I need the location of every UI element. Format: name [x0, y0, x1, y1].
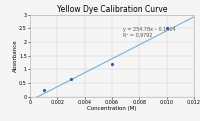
- X-axis label: Concentration (M): Concentration (M): [87, 106, 137, 111]
- Point: [110, 63, 114, 65]
- Point: [165, 27, 168, 29]
- Point: [69, 78, 73, 80]
- Title: Yellow Dye Calibration Curve: Yellow Dye Calibration Curve: [57, 5, 167, 14]
- Text: y = 254.78x – 0.1414
R² = 0.9792: y = 254.78x – 0.1414 R² = 0.9792: [123, 27, 176, 38]
- Point: [42, 89, 45, 91]
- Y-axis label: Absorbance: Absorbance: [13, 39, 18, 72]
